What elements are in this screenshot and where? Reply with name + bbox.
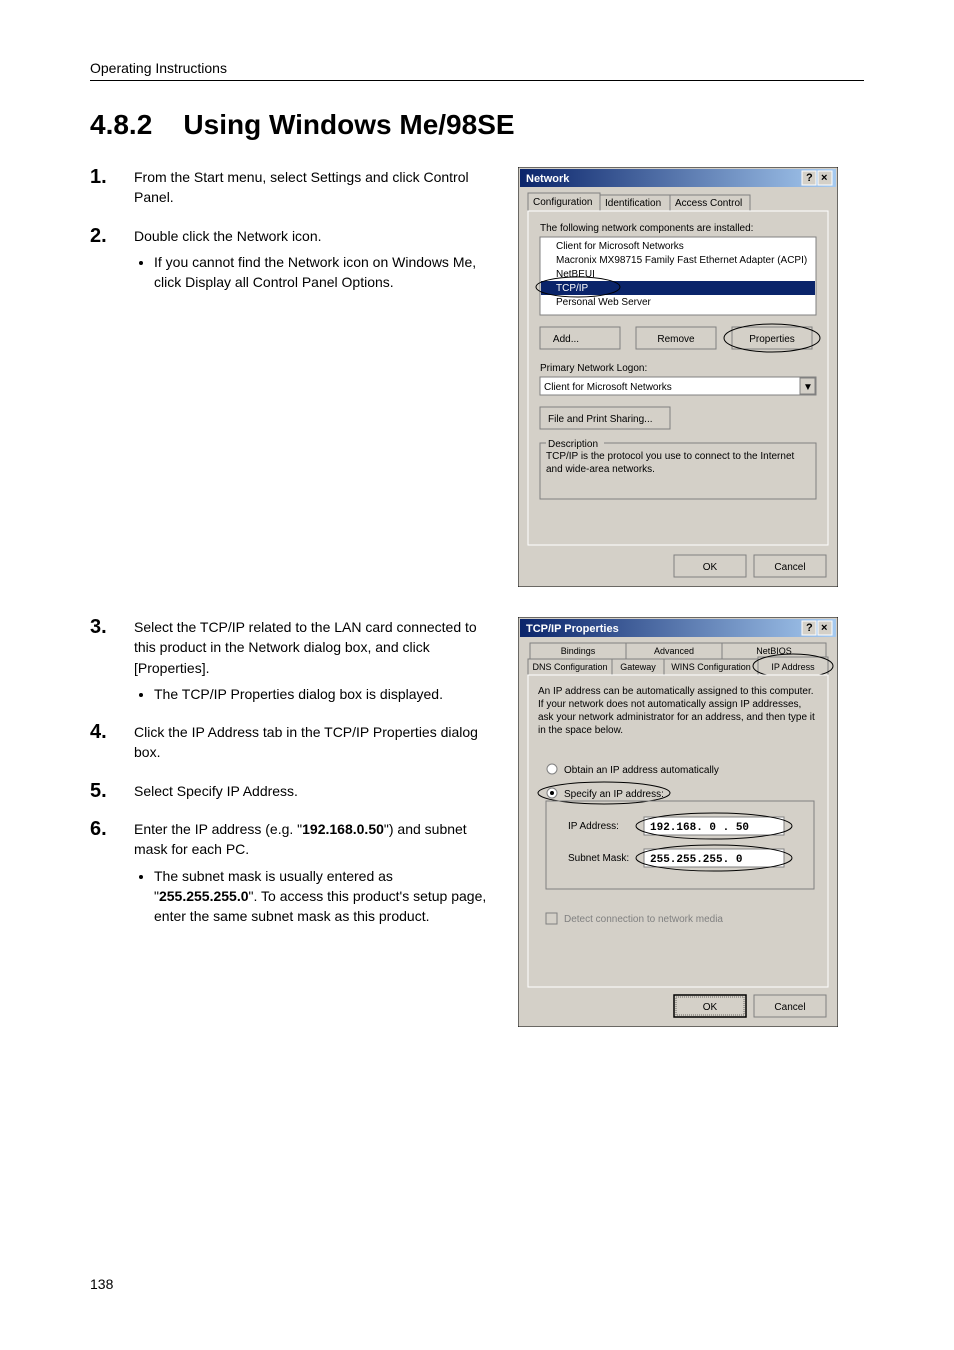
step-6-bullets: The subnet mask is usually entered as "2… (134, 866, 500, 927)
figure-tcpip-dialog: TCP/IP Properties ? × Bindings Advanced … (518, 617, 838, 1027)
fig2-ip-value[interactable]: 192.168. 0 . 50 (650, 822, 749, 834)
close-icon[interactable]: × (821, 172, 827, 184)
block2: Select the TCP/IP related to the LAN car… (90, 617, 864, 1027)
step-3-bullets: The TCP/IP Properties dialog box is disp… (134, 684, 500, 704)
step-4-text: Click the IP Address tab in the TCP/IP P… (134, 724, 478, 760)
step-2-bullets: If you cannot find the Network icon on W… (134, 252, 500, 293)
fig1-comp-0[interactable]: Client for Microsoft Networks (556, 241, 684, 252)
block1: From the Start menu, select Settings and… (90, 167, 864, 587)
fig1-remove-button[interactable]: Remove (657, 334, 695, 345)
fig1-tab-ident[interactable]: Identification (605, 198, 661, 209)
fig2-radio-auto[interactable]: Obtain an IP address automatically (564, 765, 719, 776)
step-6-bullet-1: The subnet mask is usually entered as "2… (154, 866, 500, 927)
step-6-bullet-bold: 255.255.255.0 (159, 888, 249, 904)
steps-list-1: From the Start menu, select Settings and… (90, 167, 500, 292)
step-6: Enter the IP address (e.g. "192.168.0.50… (90, 819, 500, 926)
step-6-bold: 192.168.0.50 (302, 821, 384, 837)
fig1-logon-value[interactable]: Client for Microsoft Networks (544, 382, 672, 393)
fig1-title: Network (526, 173, 570, 185)
section-title: 4.8.2 Using Windows Me/98SE (90, 109, 864, 141)
steps-list-2: Select the TCP/IP related to the LAN car… (90, 617, 500, 927)
figure-1-col: Network ? × Configuration Identification… (518, 167, 864, 587)
fig2-mask-label: Subnet Mask: (568, 853, 629, 864)
fig1-properties-button[interactable]: Properties (749, 334, 795, 345)
fig1-logon-label: Primary Network Logon: (540, 363, 647, 374)
fig1-ok-button[interactable]: OK (703, 562, 718, 573)
fig2-ip-label: IP Address: (568, 821, 619, 832)
fig2-tab-gateway[interactable]: Gateway (620, 662, 656, 672)
fig1-comp-3[interactable]: TCP/IP (556, 283, 589, 294)
step-3-text: Select the TCP/IP related to the LAN car… (134, 619, 477, 676)
help-icon[interactable]: ? (806, 172, 813, 184)
fig2-intro: An IP address can be automatically assig… (538, 685, 818, 737)
fig2-title: TCP/IP Properties (526, 623, 619, 635)
fig2-tab-bindings[interactable]: Bindings (561, 646, 596, 656)
fig1-comp-4[interactable]: Personal Web Server (556, 297, 652, 308)
fig1-cancel-button[interactable]: Cancel (774, 562, 805, 573)
fig1-tab-access[interactable]: Access Control (675, 198, 742, 209)
fig1-desc-label: Description (548, 439, 598, 450)
fig2-radio-specify[interactable]: Specify an IP address: (564, 789, 664, 800)
page-number: 138 (90, 1276, 113, 1292)
step-5-text: Select Specify IP Address. (134, 783, 298, 799)
steps-col-2: Select the TCP/IP related to the LAN car… (90, 617, 500, 945)
fig2-tab-ipaddress[interactable]: IP Address (771, 662, 815, 672)
fig2-mask-value[interactable]: 255.255.255. 0 (650, 854, 742, 866)
fig2-ok-button[interactable]: OK (703, 1002, 718, 1013)
header-rule (90, 80, 864, 81)
step-3-bullet-1: The TCP/IP Properties dialog box is disp… (154, 684, 500, 704)
fig1-comp-1[interactable]: Macronix MX98715 Family Fast Ethernet Ad… (556, 255, 807, 266)
step-6-pre: Enter the IP address (e.g. " (134, 821, 302, 837)
figure-network-dialog: Network ? × Configuration Identification… (518, 167, 838, 587)
running-head: Operating Instructions (90, 60, 864, 76)
fig2-cancel-button[interactable]: Cancel (774, 1002, 805, 1013)
step-1-text: From the Start menu, select Settings and… (134, 169, 469, 205)
step-3: Select the TCP/IP related to the LAN car… (90, 617, 500, 704)
step-2-bullet-1: If you cannot find the Network icon on W… (154, 252, 500, 293)
step-2: Double click the Network icon. If you ca… (90, 226, 500, 293)
step-1: From the Start menu, select Settings and… (90, 167, 500, 208)
fig1-fileprint-button[interactable]: File and Print Sharing... (548, 414, 653, 425)
fig2-close-icon[interactable]: × (821, 622, 827, 634)
step-4: Click the IP Address tab in the TCP/IP P… (90, 722, 500, 763)
fig1-add-button[interactable]: Add... (553, 334, 579, 345)
fig2-tab-advanced[interactable]: Advanced (654, 646, 694, 656)
fig2-help-icon[interactable]: ? (806, 622, 813, 634)
dropdown-icon[interactable]: ▼ (803, 382, 813, 393)
fig1-components-label: The following network components are ins… (540, 223, 753, 234)
fig1-comp-2[interactable]: NetBEUI (556, 269, 595, 280)
fig2-tab-wins[interactable]: WINS Configuration (671, 662, 751, 672)
section-title-text: Using Windows Me/98SE (183, 109, 514, 140)
fig1-tab-config[interactable]: Configuration (533, 197, 592, 208)
section-number: 4.8.2 (90, 109, 152, 140)
step-5: Select Specify IP Address. (90, 781, 500, 801)
fig1-desc-text: TCP/IP is the protocol you use to connec… (546, 451, 810, 476)
figure-2-col: TCP/IP Properties ? × Bindings Advanced … (518, 617, 864, 1027)
steps-col-1: From the Start menu, select Settings and… (90, 167, 500, 310)
step-2-text: Double click the Network icon. (134, 228, 322, 244)
fig2-tab-dns[interactable]: DNS Configuration (532, 662, 607, 672)
fig2-detect-label[interactable]: Detect connection to network media (564, 914, 723, 925)
